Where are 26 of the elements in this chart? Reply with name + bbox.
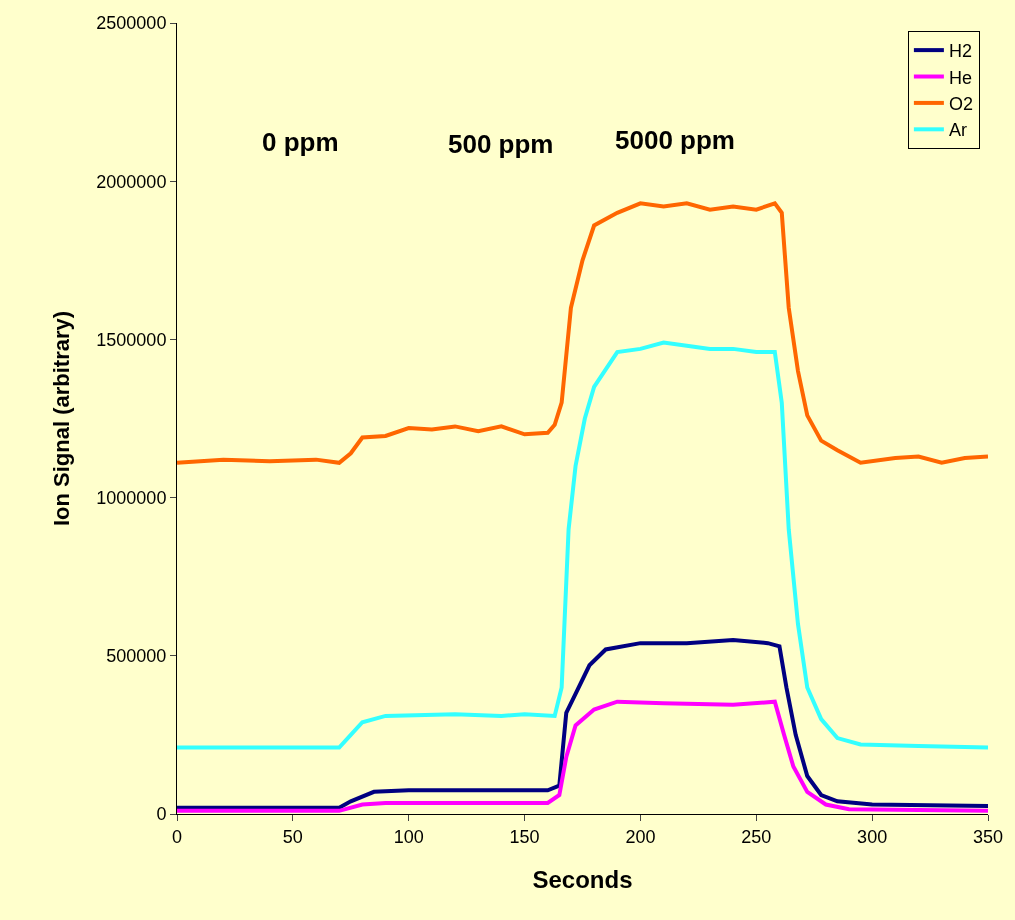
y-tick-label: 1500000 — [96, 329, 167, 350]
x-tick-label: 100 — [393, 826, 424, 847]
x-tick-label: 150 — [509, 826, 540, 847]
legend-label: O2 — [948, 93, 973, 114]
x-tick-label: 50 — [282, 826, 303, 847]
y-tick-label: 2500000 — [96, 13, 167, 34]
annotation: 0 ppm — [262, 127, 339, 157]
line-series — [177, 340, 988, 750]
y-tick-label: 0 — [156, 804, 167, 825]
annotation: 5000 ppm — [615, 125, 735, 155]
x-axis-title: Seconds — [532, 865, 633, 893]
line-series — [177, 201, 988, 465]
x-tick-label: 0 — [171, 826, 183, 847]
y-tick-label: 500000 — [106, 646, 167, 667]
x-tick-label: 300 — [857, 826, 888, 847]
y-tick-label: 1000000 — [96, 487, 167, 508]
legend-label: Ar — [948, 120, 967, 141]
x-tick-label: 200 — [625, 826, 656, 847]
legend-label: He — [948, 67, 972, 88]
legend-label: H2 — [948, 41, 972, 62]
y-tick-label: 2000000 — [96, 171, 167, 192]
y-axis-title: Ion Signal (arbitrary) — [49, 310, 75, 527]
annotation: 500 ppm — [448, 129, 554, 159]
x-tick-label: 350 — [972, 826, 1004, 847]
x-tick-label: 250 — [741, 826, 772, 847]
line-series — [177, 637, 988, 810]
